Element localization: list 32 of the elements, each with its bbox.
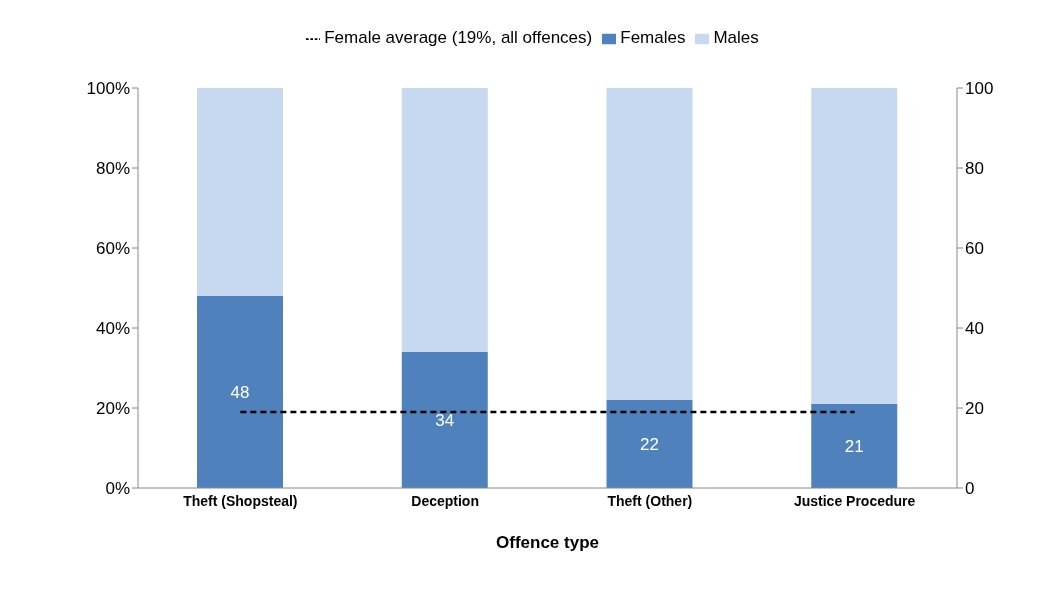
x-tick-label: Justice Procedure (793, 492, 916, 509)
legend-label: Males (713, 28, 759, 47)
bar (401, 88, 488, 352)
data-label: 22 (640, 434, 659, 454)
bar (197, 88, 283, 296)
legend-label: Female average (19%, all offences) (324, 28, 593, 47)
y2-tick-label: 100 (965, 79, 994, 99)
x-axis-title: Offence type (496, 533, 599, 552)
bar (811, 88, 898, 404)
data-label: 48 (230, 382, 250, 402)
data-label: 21 (844, 436, 864, 456)
y2-tick-label: 40 (965, 319, 984, 339)
y2-tick-label: 20 (965, 399, 984, 419)
y-tick-label: 40% (95, 319, 130, 339)
x-tick-label: Theft (Other) (607, 492, 693, 509)
bar (197, 296, 283, 488)
bar (606, 400, 693, 488)
x-tick-label: Theft (Shopsteal) (183, 492, 298, 509)
y2-tick-label: 0 (965, 479, 975, 499)
y-tick-label: 20% (95, 399, 130, 419)
y2-tick-label: 80 (965, 159, 984, 179)
x-tick-label: Deception (411, 492, 479, 509)
legend-label: Females (620, 28, 686, 47)
bar (606, 88, 693, 400)
y-tick-label: 60% (95, 239, 130, 259)
bar (811, 404, 898, 488)
y2-tick-label: 60 (965, 239, 984, 259)
y-tick-label: 80% (95, 159, 130, 179)
y-tick-label: 100% (86, 79, 130, 99)
bar (401, 352, 488, 488)
data-label: 34 (435, 410, 455, 430)
y-tick-label: 0% (105, 479, 130, 499)
